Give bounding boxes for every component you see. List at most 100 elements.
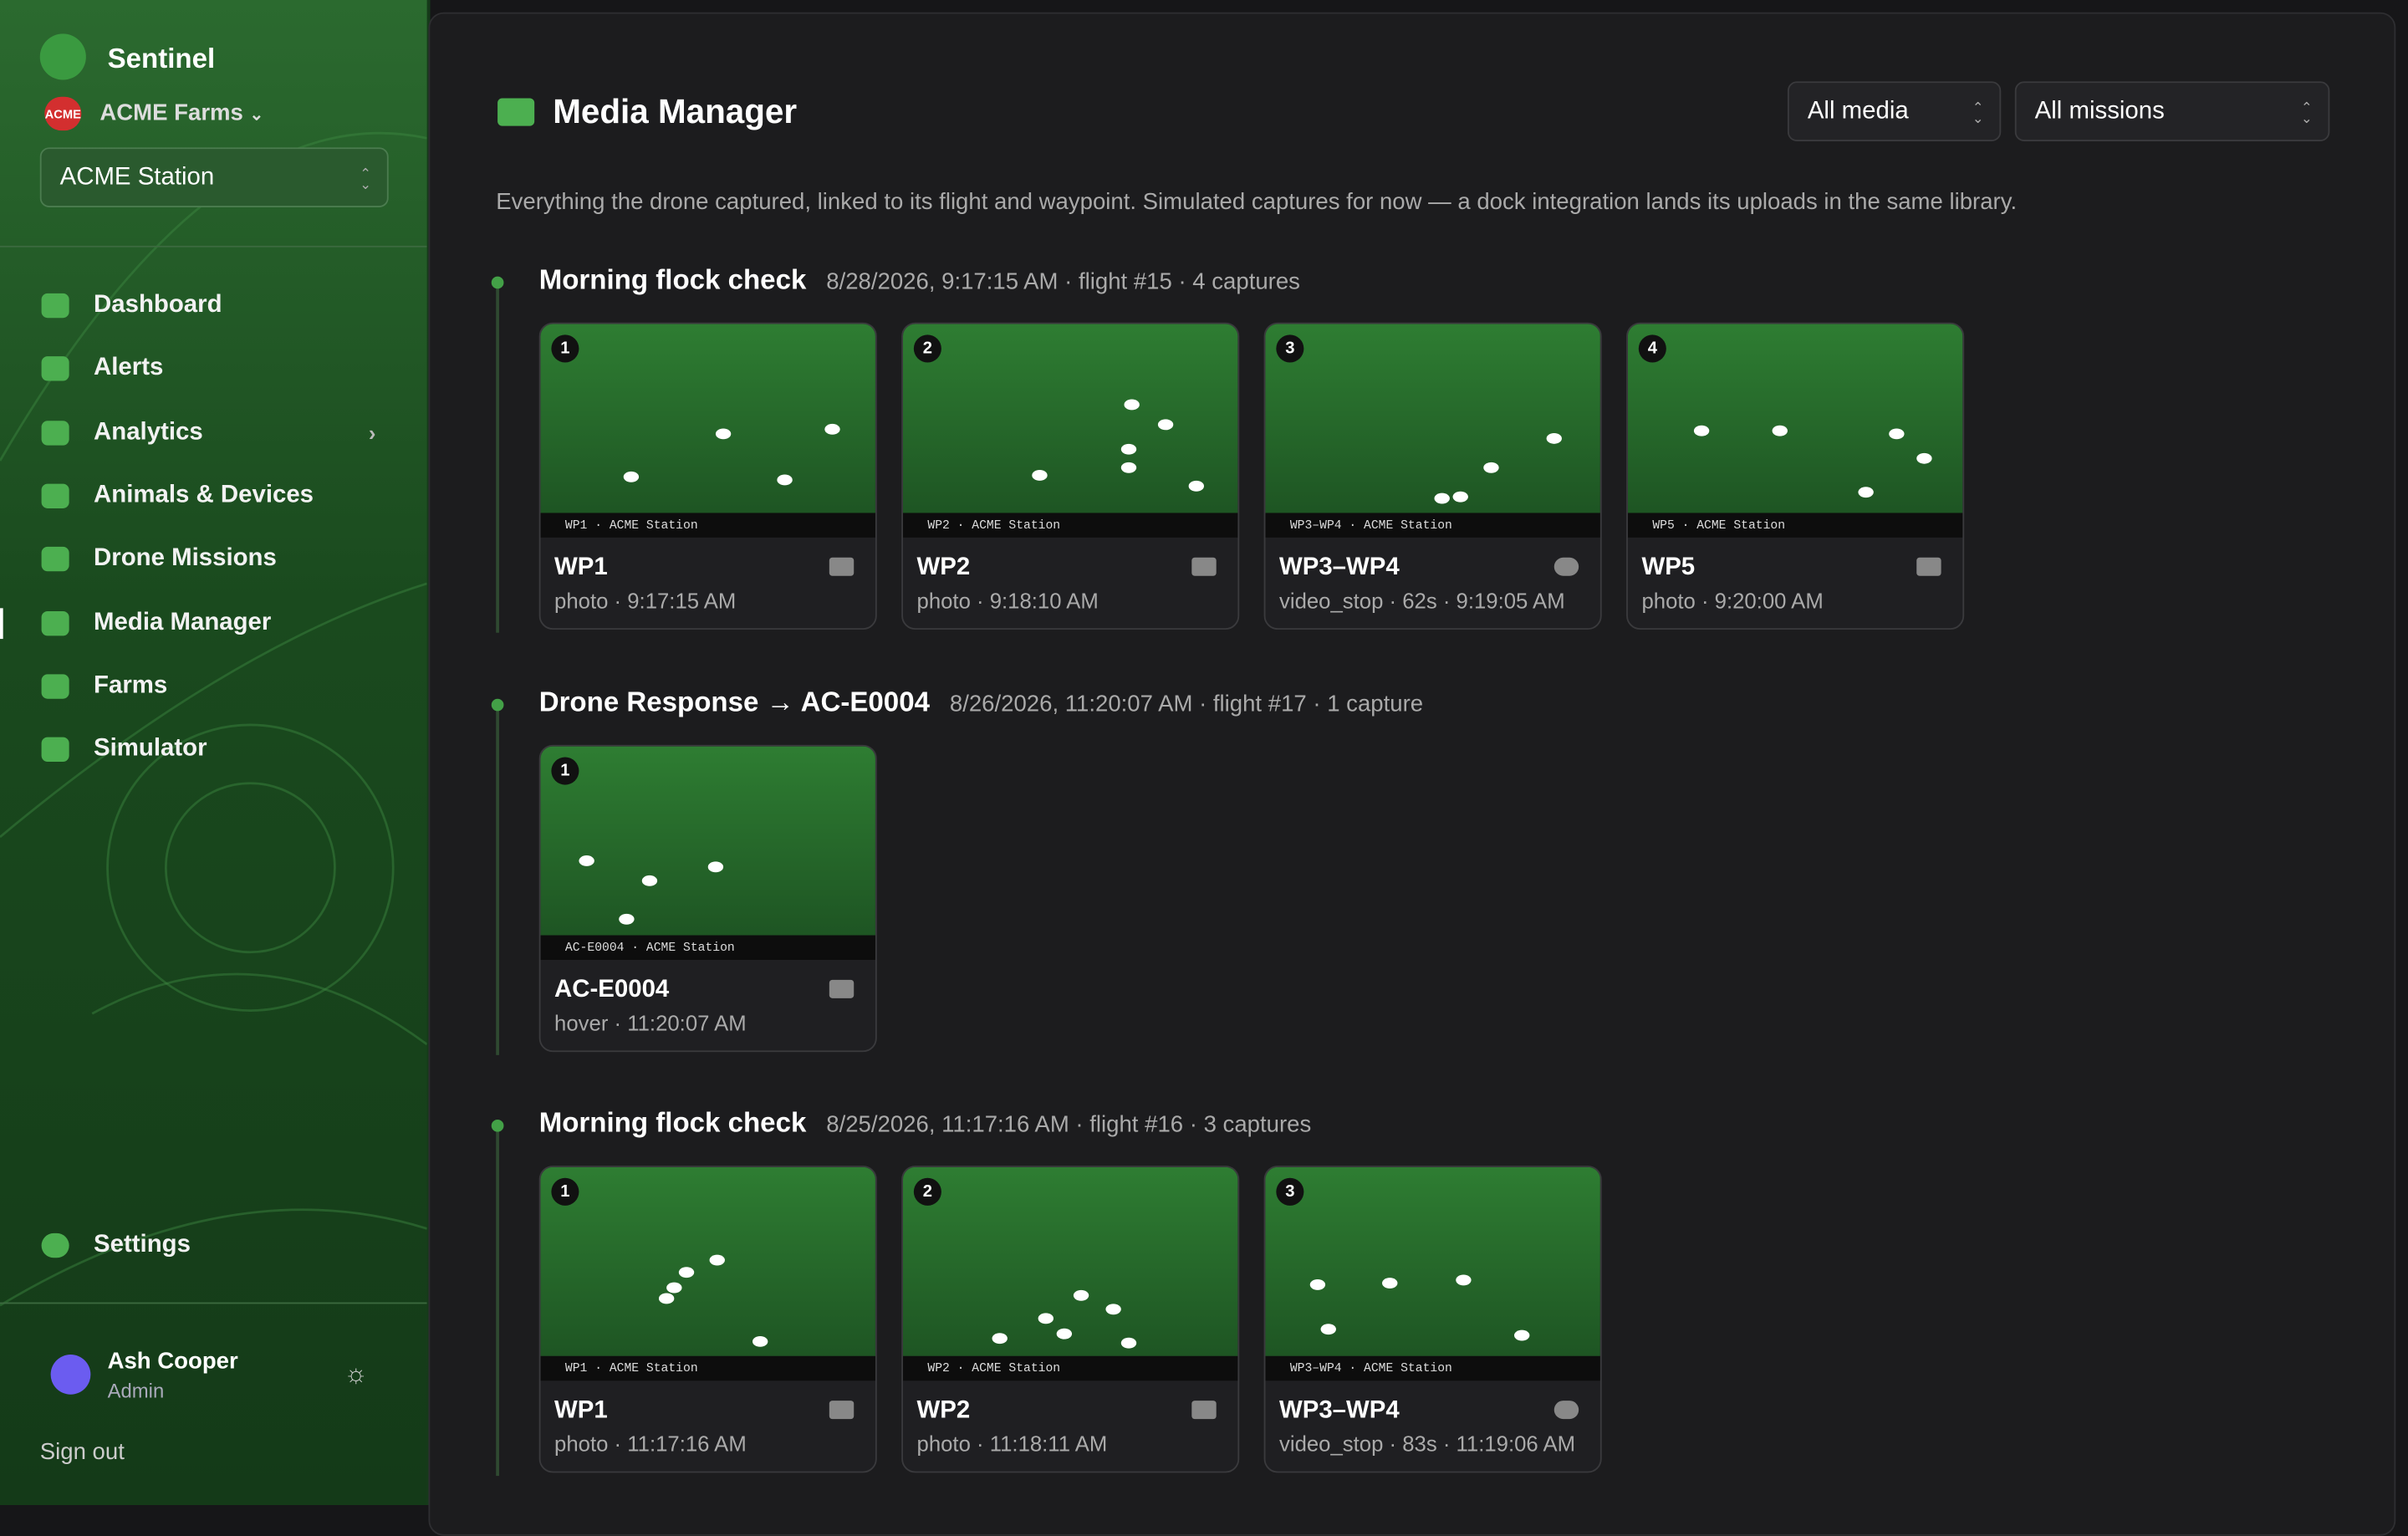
thumbnail (1265, 324, 1600, 513)
group-meta: 8/25/2026, 11:17:16 AM · flight #16 · 3 … (826, 1111, 1312, 1139)
timeline-dot (491, 276, 504, 289)
card-title: WP3–WP4 (1278, 554, 1400, 581)
nav-item[interactable]: Farms (0, 663, 427, 709)
description: Everything the drone captured, linked to… (496, 188, 2018, 216)
card-meta: photo · 9:20:00 AM (1641, 588, 1824, 613)
nav-item[interactable]: Dashboard (0, 283, 427, 329)
media-card[interactable]: 3 WP3–WP4 · ACME Station WP3–WP4 video_stop… (1263, 1166, 1602, 1473)
org-logo: ACME (44, 96, 82, 131)
nav-icon (41, 546, 69, 572)
card-meta: hover · 11:20:07 AM (554, 1010, 747, 1035)
nav-label: Analytics (94, 419, 203, 446)
caption-strip: WP2 · ACME Station (902, 513, 1238, 538)
nav-label: Settings (94, 1232, 191, 1258)
media-card[interactable]: 4 WP5 · ACME Station WP5 photo · 9:20:00 AM (1626, 322, 1965, 630)
animal-dot (1187, 480, 1204, 491)
nav-icon (41, 421, 69, 446)
card-title: WP1 (554, 554, 608, 581)
animal-dot (1452, 491, 1468, 503)
card-title: WP2 (916, 554, 971, 581)
thumbnail (540, 1166, 875, 1356)
capture-number: 1 (551, 334, 579, 363)
page: Sentinel ACME ACME Farms ⌄ ACME Station … (0, 0, 2408, 1505)
animal-dot (1858, 487, 1874, 498)
card-meta: photo · 9:17:15 AM (554, 588, 737, 613)
nav-label: Alerts (94, 355, 164, 381)
animal-dot (641, 875, 657, 887)
card-title: WP2 (916, 1397, 971, 1424)
group-header: Morning flock check 8/28/2026, 9:17:15 AM… (539, 264, 1300, 297)
nav-item[interactable]: Analytics › (0, 410, 427, 456)
media-card[interactable]: 2 WP2 · ACME Station WP2 photo · 9:18:10 AM (901, 322, 1240, 630)
timeline-line (496, 705, 499, 1055)
app: Sentinel ACME ACME Farms ⌄ ACME Station … (0, 0, 2408, 1505)
nav-item[interactable]: Drone Missions (0, 536, 427, 582)
capture-number: 1 (551, 757, 579, 785)
animal-dot (715, 428, 731, 440)
sign-out[interactable]: Sign out (39, 1439, 125, 1466)
nav-icon (41, 737, 69, 763)
nav-item[interactable]: Settings (0, 1222, 427, 1268)
animal-dot (1038, 1312, 1054, 1324)
user-role: Admin (107, 1379, 165, 1402)
media-card[interactable]: 1 AC-E0004 · ACME Station AC-E0004 hover · … (538, 744, 877, 1053)
animal-dot (1310, 1279, 1326, 1291)
filter-label: All media (1807, 97, 1909, 124)
animal-dot (1120, 443, 1136, 455)
media-card[interactable]: 2 WP2 · ACME Station WP2 photo · 11:18:11 A… (901, 1166, 1240, 1473)
photo-icon (1191, 1401, 1217, 1420)
photo-icon (1916, 557, 1941, 576)
animal-dot (752, 1335, 768, 1347)
card-meta: video_stop · 83s · 11:19:06 AM (1278, 1431, 1576, 1457)
animal-dot (1888, 428, 1905, 440)
media-card[interactable]: 3 WP3–WP4 · ACME Station WP3–WP4 video_stop… (1263, 322, 1602, 630)
station: ACME Station (59, 163, 215, 190)
page-title: Media Manager (553, 92, 798, 131)
nav-icon (41, 293, 69, 319)
animal-dot (1514, 1330, 1530, 1342)
animal-dot (1121, 1337, 1138, 1349)
nav-label: Media Manager (94, 610, 272, 636)
theme-toggle[interactable]: ☼ (344, 1359, 369, 1389)
caption-strip: WP5 · ACME Station (1627, 513, 1963, 538)
animal-dot (666, 1282, 683, 1293)
thumbnail (1627, 324, 1963, 513)
animal-dot (824, 424, 841, 436)
animal-dot (579, 855, 595, 866)
media-filter[interactable]: All media (1787, 81, 2002, 141)
filter-label: All missions (2034, 97, 2165, 124)
nav-item[interactable]: Media Manager (0, 600, 427, 646)
animal-dot (709, 1253, 726, 1265)
nav-icon (41, 356, 69, 381)
station-select[interactable]: ACME Station (39, 147, 389, 207)
org-switcher[interactable]: ACME Farms ⌄ (99, 100, 264, 126)
capture-number: 3 (1276, 334, 1304, 363)
caption-strip: WP1 · ACME Station (540, 513, 875, 538)
media-card[interactable]: 1 WP1 · ACME Station WP1 photo · 11:17:16 A… (538, 1166, 877, 1473)
animal-dot (707, 860, 724, 872)
photo-icon (829, 1401, 855, 1420)
org-name: ACME Farms (99, 100, 243, 126)
animal-dot (1483, 462, 1500, 473)
thumbnail (540, 746, 875, 936)
nav-item[interactable]: Simulator (0, 727, 427, 773)
group-header: Drone Response → AC-E0004 8/26/2026, 11:2… (539, 686, 1423, 719)
animal-dot (1072, 1290, 1089, 1302)
animal-dot (1382, 1278, 1398, 1289)
card-meta: photo · 11:18:11 AM (916, 1431, 1108, 1457)
nav-item[interactable]: Alerts (0, 345, 427, 391)
nav-item[interactable]: Animals & Devices (0, 473, 427, 519)
animal-dot (992, 1334, 1008, 1345)
media-card[interactable]: 1 WP1 · ACME Station WP1 photo · 9:17:15 AM (538, 322, 877, 630)
animal-dot (777, 474, 793, 486)
nav-icon (41, 1232, 69, 1258)
card-title: WP5 (1641, 554, 1696, 581)
caption-strip: AC-E0004 · ACME Station (540, 935, 875, 960)
group-title: Drone Response → AC-E0004 (538, 686, 930, 717)
avatar (50, 1354, 91, 1395)
mission-filter[interactable]: All missions (2014, 81, 2330, 141)
capture-number: 4 (1638, 334, 1666, 363)
nav-label: Animals & Devices (94, 482, 314, 508)
animal-dot (658, 1293, 674, 1304)
capture-number: 1 (551, 1177, 579, 1206)
